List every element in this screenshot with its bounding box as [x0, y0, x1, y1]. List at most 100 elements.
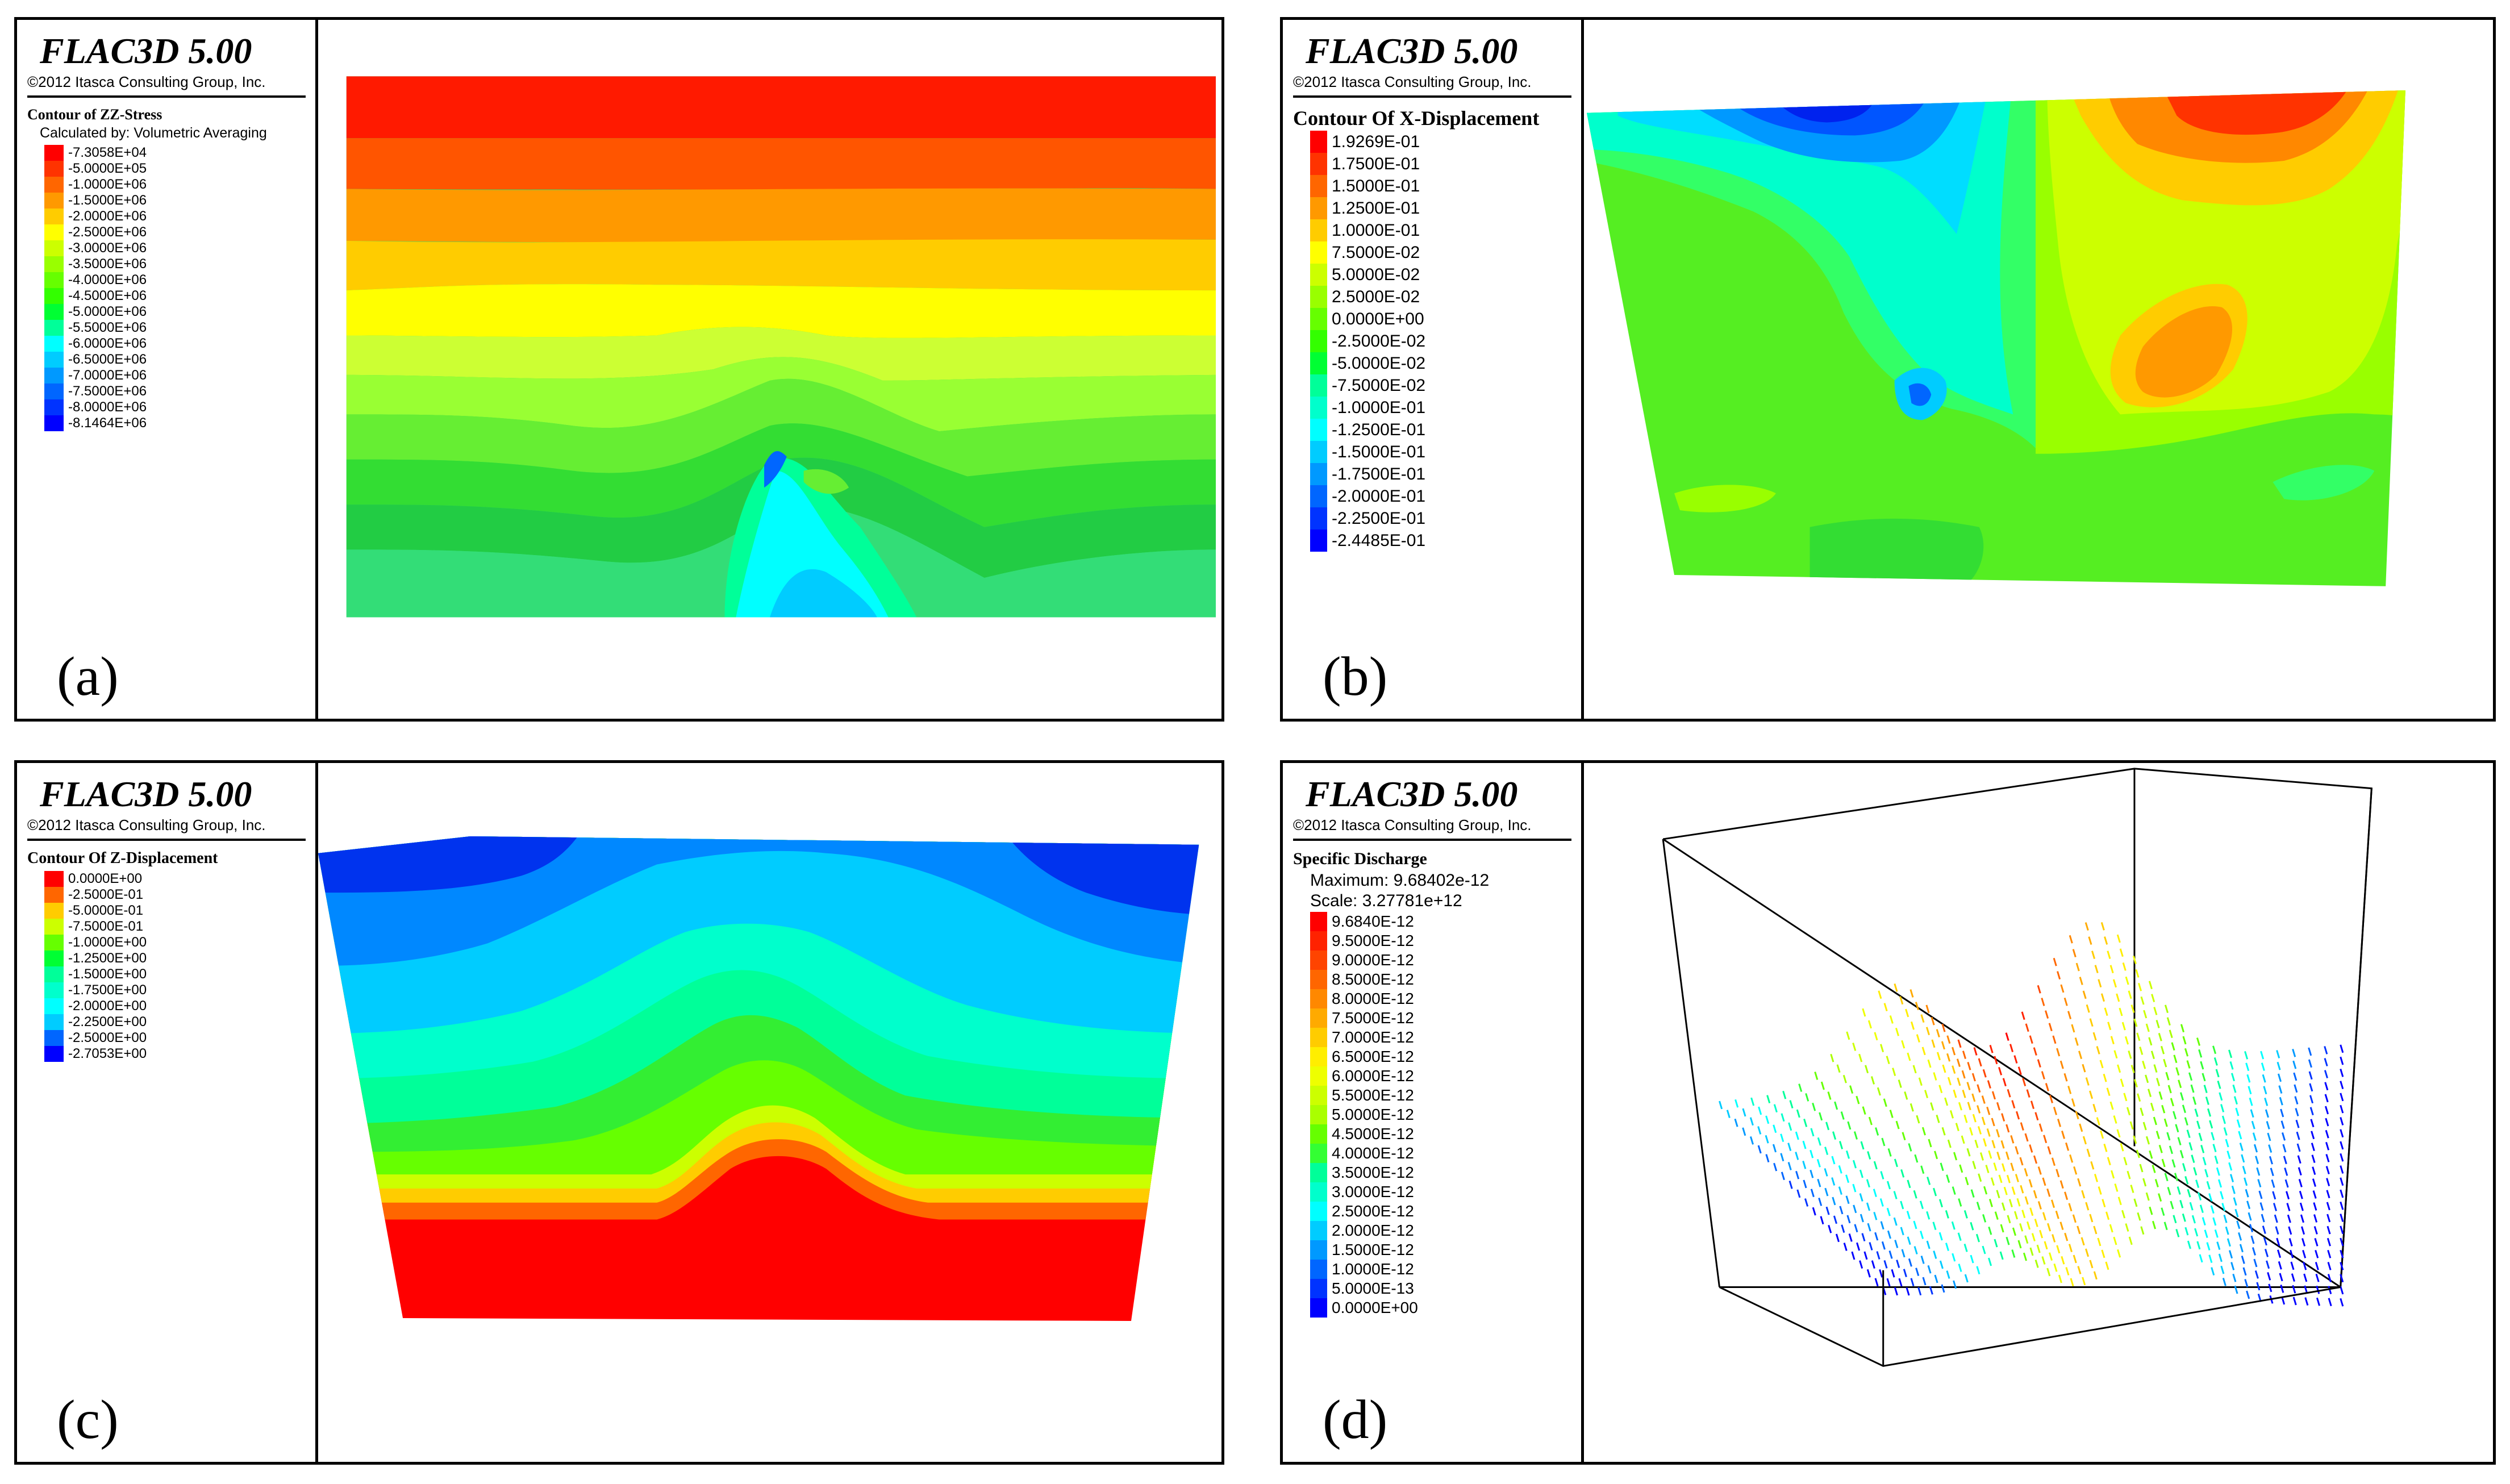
discharge-vector [1903, 1269, 1907, 1277]
legend-scale: Scale: 3.27781e+12 [1310, 891, 1462, 910]
discharge-vector [2249, 1097, 2253, 1106]
discharge-vector [2280, 1285, 2284, 1293]
legend-swatch [44, 919, 64, 935]
discharge-vector [2029, 1207, 2034, 1216]
legend-swatch [44, 177, 64, 193]
discharge-vector [1913, 1190, 1917, 1199]
discharge-vector [1838, 1186, 1842, 1195]
discharge-vector [2078, 1051, 2083, 1060]
discharge-vector [1996, 1190, 2000, 1199]
discharge-vector [2166, 1017, 2171, 1026]
panel-label: (b) [1323, 646, 1388, 707]
discharge-vector [2195, 1179, 2200, 1189]
discharge-vector [1989, 1045, 1994, 1053]
discharge-vector [2264, 1097, 2269, 1106]
discharge-vector [2239, 1244, 2244, 1253]
legend-separator [1293, 95, 1571, 98]
discharge-vector [2037, 1201, 2042, 1210]
discharge-vector [2301, 1238, 2306, 1247]
legend-entry: 6.0000E-12 [1310, 1066, 1418, 1086]
legend-entry: 5.5000E-12 [1310, 1086, 1418, 1105]
discharge-vector [1915, 1268, 1920, 1277]
discharge-vector [2158, 1091, 2163, 1100]
discharge-vector [1889, 1110, 1894, 1118]
discharge-vector [1986, 1106, 1991, 1115]
legend-swatch [1310, 970, 1327, 989]
discharge-vector [2199, 1204, 2204, 1214]
discharge-vector [2187, 1189, 2191, 1198]
discharge-vector [2158, 1144, 2163, 1153]
legend-value: -2.2500E-01 [1332, 508, 1426, 528]
legend-entry: 7.5000E-12 [1310, 1008, 1418, 1028]
discharge-vector [1865, 1065, 1869, 1074]
discharge-vector [1867, 1151, 1871, 1160]
discharge-vector [1964, 1274, 1969, 1283]
legend-swatch [1310, 352, 1327, 374]
discharge-vector [2161, 1207, 2165, 1216]
discharge-vector [2232, 1084, 2237, 1093]
discharge-vector [2029, 1247, 2034, 1256]
discharge-vector [1963, 1244, 1968, 1252]
discharge-vector [2248, 1212, 2252, 1221]
discharge-vector [1896, 1260, 1900, 1268]
legend-swatch [44, 383, 64, 399]
discharge-vector [1921, 1047, 1926, 1056]
legend-swatch [44, 224, 64, 240]
discharge-vector [2001, 1113, 2006, 1122]
discharge-vector [2102, 1199, 2106, 1208]
discharge-vector [2056, 1048, 2061, 1057]
discharge-vector [2107, 1022, 2112, 1031]
discharge-vector [2044, 1241, 2048, 1250]
discharge-vector [2325, 1154, 2330, 1162]
discharge-vector [2071, 1024, 2075, 1033]
discharge-vector [1982, 1069, 1987, 1078]
discharge-vector [2325, 1118, 2329, 1127]
discharge-vector [2100, 1130, 2104, 1139]
viewport-b[interactable] [1584, 20, 2493, 719]
discharge-vector [2196, 1241, 2201, 1250]
discharge-vector [2192, 1096, 2197, 1105]
legend-b: FLAC3D 5.00 ©2012 Itasca Consulting Grou… [1283, 20, 1584, 719]
viewport-a[interactable] [318, 20, 1221, 719]
discharge-vector [2208, 1193, 2213, 1202]
discharge-vector [1902, 1132, 1906, 1141]
discharge-vector [1986, 1128, 1991, 1137]
legend-value: -7.5000E-01 [68, 919, 144, 934]
discharge-vector [2139, 1164, 2144, 1173]
discharge-vector [1908, 1258, 1912, 1267]
discharge-vector [2340, 1214, 2344, 1222]
discharge-vector [2266, 1121, 2270, 1129]
discharge-vector [1880, 1171, 1884, 1179]
discharge-vector [2037, 985, 2041, 994]
discharge-vector [2340, 1117, 2344, 1125]
discharge-vector [2242, 1166, 2246, 1174]
legend-entry: 7.5000E-02 [1310, 241, 1425, 264]
discharge-vector [1802, 1161, 1807, 1169]
discharge-vector [2248, 1086, 2252, 1095]
legend-swatch [1310, 1163, 1327, 1182]
discharge-vector [2273, 1203, 2278, 1211]
discharge-vector [2190, 1084, 2195, 1093]
discharge-vector [2167, 1187, 2171, 1195]
discharge-vector [2082, 1064, 2086, 1073]
discharge-vector [2258, 1190, 2263, 1199]
discharge-vector [2145, 1023, 2150, 1032]
discharge-vector [2256, 1167, 2261, 1176]
discharge-vector [2008, 1199, 2013, 1207]
discharge-vector [2223, 1127, 2228, 1136]
discharge-vector [2038, 1123, 2043, 1132]
discharge-vector [2250, 1109, 2254, 1118]
legend-entry: 2.0000E-12 [1310, 1221, 1418, 1240]
discharge-vector [1802, 1140, 1807, 1149]
legend-swatch [1310, 374, 1327, 397]
viewport-c[interactable] [318, 763, 1221, 1462]
discharge-vector [2264, 1249, 2269, 1257]
legend-value: -1.5000E-01 [1332, 442, 1426, 461]
viewport-d[interactable] [1584, 763, 2493, 1462]
discharge-vector [2229, 1061, 2234, 1070]
discharge-vector [2072, 949, 2077, 958]
legend-swatch [44, 966, 64, 982]
discharge-vector [1852, 1183, 1857, 1193]
legend-entry: -7.5000E-02 [1310, 374, 1425, 397]
discharge-vector [2142, 1178, 2147, 1187]
